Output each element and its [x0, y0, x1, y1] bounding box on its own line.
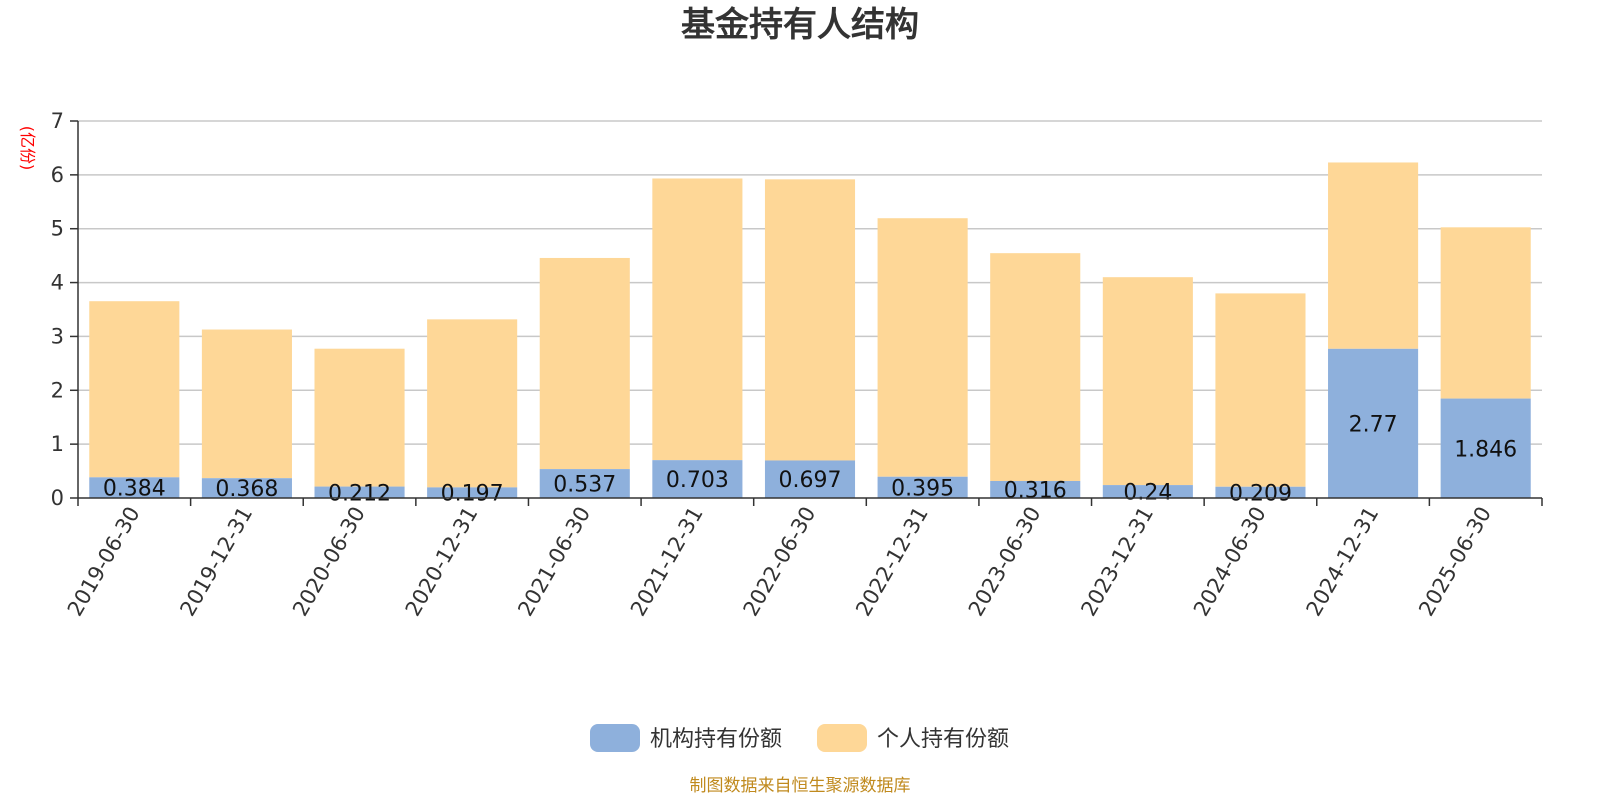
- x-tick-label: 2022-12-31: [851, 503, 933, 621]
- x-tick-label: 2024-12-31: [1302, 503, 1384, 621]
- x-tick-label: 2020-06-30: [288, 503, 370, 621]
- data-label-2022-12-31: 0.395: [891, 476, 954, 501]
- bar-individual-2024-06-30: [1215, 293, 1306, 487]
- y-tick-label: 3: [51, 324, 64, 348]
- x-tick-label: 2019-12-31: [175, 503, 257, 621]
- y-tick-label: 4: [51, 271, 64, 295]
- bar-individual-2023-06-30: [990, 253, 1081, 481]
- bar-institutional-2023-06-30: [990, 480, 1081, 498]
- x-tick-label: 2023-06-30: [964, 503, 1046, 621]
- source-note: 制图数据来自恒生聚源数据库: [690, 776, 911, 796]
- bar-individual-2021-12-31: [652, 178, 743, 461]
- bar-individual-2020-12-31: [427, 319, 518, 488]
- bar-individual-2022-06-30: [764, 179, 856, 461]
- legend: 机构持有份额 个人持有份额: [590, 724, 1009, 752]
- x-tick-label: 2021-12-31: [626, 503, 708, 621]
- data-label-2022-06-30: 0.697: [779, 468, 842, 493]
- x-tick-label: 2025-06-30: [1414, 503, 1496, 621]
- bar-individual-2022-12-31: [877, 218, 968, 477]
- legend-label: 机构持有份额: [650, 727, 782, 752]
- bar-institutional-2021-06-30: [539, 469, 630, 498]
- y-tick-label: 0: [51, 486, 64, 510]
- legend-swatch: [590, 724, 640, 752]
- data-labels: 0.384 0.368 0.212 0.197 0.537 0.703 0.697 0.395…: [103, 412, 1517, 506]
- bar-institutional-2022-06-30: [764, 460, 856, 498]
- bar-individual-2020-06-30: [314, 348, 405, 487]
- bar-individual-2019-12-31: [201, 329, 292, 479]
- y-tick-label: 5: [51, 217, 64, 241]
- y-axis: 0 1 2 3 4 5 6 7: [51, 109, 79, 510]
- bars: [89, 162, 1531, 498]
- data-label-2024-12-31: 2.77: [1349, 412, 1398, 437]
- bar-institutional-2024-12-31: [1328, 348, 1419, 498]
- data-label-2021-06-30: 0.537: [553, 473, 616, 498]
- bar-institutional-2020-12-31: [427, 487, 518, 498]
- bar-individual-2025-06-30: [1440, 227, 1531, 399]
- y-axis-label: (亿份): [18, 126, 37, 171]
- legend-swatch: [817, 724, 867, 752]
- x-tick-label: 2020-12-31: [401, 502, 483, 620]
- y-tick-label: 7: [51, 109, 64, 133]
- bar-institutional-2023-12-31: [1102, 485, 1193, 498]
- x-tick-label: 2019-06-30: [63, 503, 145, 621]
- bar-institutional-2019-06-30: [89, 477, 180, 498]
- y-tick-label: 1: [51, 432, 64, 456]
- bar-institutional-2020-06-30: [314, 486, 405, 498]
- data-label-2023-12-31: 0.24: [1123, 481, 1172, 506]
- x-axis: 2019-06-30 2019-12-31 2020-06-30 2020-12-31…: [63, 497, 1543, 621]
- x-tick-label: 2022-06-30: [739, 503, 821, 621]
- bar-individual-2024-12-31: [1328, 162, 1419, 349]
- bar-individual-2021-06-30: [539, 257, 630, 470]
- data-label-2025-06-30: 1.846: [1454, 437, 1517, 462]
- bar-institutional-2024-06-30: [1215, 486, 1306, 498]
- chart-title: 基金持有人结构: [681, 5, 919, 45]
- data-label-2024-06-30: 0.209: [1229, 481, 1292, 506]
- bar-institutional-2021-12-31: [652, 460, 743, 498]
- bar-institutional-2019-12-31: [201, 478, 292, 498]
- y-tick-label: 6: [51, 163, 64, 187]
- bar-individual-2019-06-30: [89, 301, 180, 478]
- legend-label: 个人持有份额: [877, 727, 1009, 752]
- x-tick-label: 2024-06-30: [1189, 503, 1271, 621]
- data-label-2023-06-30: 0.316: [1004, 478, 1067, 503]
- bar-institutional-2022-12-31: [877, 476, 968, 498]
- x-tick-label: 2023-12-31: [1076, 503, 1158, 621]
- bar-individual-2023-12-31: [1102, 277, 1193, 486]
- data-label-2020-12-31: 0.197: [441, 482, 504, 507]
- data-label-2020-06-30: 0.212: [328, 481, 391, 506]
- y-tick-label: 2: [51, 378, 64, 402]
- x-tick-label: 2021-06-30: [513, 503, 595, 621]
- data-label-2021-12-31: 0.703: [666, 468, 729, 493]
- bar-institutional-2025-06-30: [1440, 398, 1531, 498]
